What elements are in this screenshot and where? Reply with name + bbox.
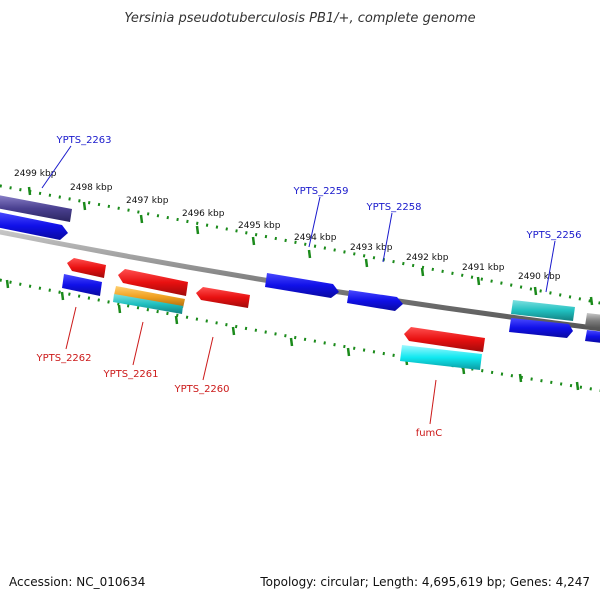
scale-label: 2493 kbp [350, 243, 393, 253]
gene-label[interactable]: YPTS_2259 [292, 186, 348, 197]
reverse-features [62, 258, 485, 370]
reverse-gene-labels: YPTS_2262 YPTS_2261 YPTS_2260 fumC [35, 353, 442, 439]
scale-label: 2499 kbp [14, 169, 57, 179]
cds-feature[interactable] [347, 290, 403, 311]
gene-feature[interactable] [400, 345, 482, 370]
cds-feature[interactable] [404, 327, 485, 352]
cds-feature[interactable] [196, 287, 250, 308]
scale-label: 2490 kbp [518, 272, 561, 282]
scale-label: 2497 kbp [126, 196, 169, 206]
inner-scale-ring [0, 278, 600, 392]
genome-summary-text: Topology: circular; Length: 4,695,619 bp… [259, 575, 590, 589]
map-title: Yersinia pseudotuberculosis PB1/+, compl… [124, 11, 475, 26]
outer-major-ticks [27, 186, 594, 306]
cds-feature[interactable] [509, 318, 573, 338]
gene-label[interactable]: YPTS_2260 [173, 384, 229, 395]
gene-feature[interactable] [585, 313, 600, 328]
gene-feature[interactable] [114, 286, 185, 308]
scale-label: 2491 kbp [462, 263, 505, 273]
scale-label: 2496 kbp [182, 209, 225, 219]
cds-feature[interactable] [118, 269, 188, 296]
scale-label: 2492 kbp [406, 253, 449, 263]
gene-label[interactable]: YPTS_2263 [55, 135, 111, 146]
cds-feature[interactable] [0, 212, 68, 240]
accession-text: Accession: NC_010634 [9, 575, 145, 589]
cds-feature[interactable] [585, 330, 600, 343]
scale-label: 2498 kbp [70, 183, 113, 193]
forward-features [0, 195, 600, 343]
gene-label[interactable]: fumC [416, 428, 443, 439]
cds-feature[interactable] [265, 273, 339, 298]
gene-label[interactable]: YPTS_2262 [35, 353, 91, 364]
reverse-leaders [65, 306, 437, 425]
gene-feature[interactable] [0, 195, 72, 222]
gene-feature[interactable] [511, 300, 575, 321]
cds-feature[interactable] [62, 274, 102, 296]
scale-labels: 2499 kbp 2498 kbp 2497 kbp 2496 kbp 2495… [14, 169, 561, 282]
forward-leaders [41, 145, 556, 293]
gene-label[interactable]: YPTS_2256 [525, 230, 581, 241]
cds-feature[interactable] [67, 258, 106, 278]
gene-feature[interactable] [113, 294, 183, 314]
scale-label: 2494 kbp [294, 233, 337, 243]
gene-label[interactable]: YPTS_2261 [102, 369, 158, 380]
forward-gene-labels: YPTS_2263 YPTS_2259 YPTS_2258 YPTS_2256 [55, 135, 581, 241]
outer-scale-ring [0, 184, 600, 305]
scale-label: 2495 kbp [238, 221, 281, 231]
gene-label[interactable]: YPTS_2258 [365, 202, 421, 213]
